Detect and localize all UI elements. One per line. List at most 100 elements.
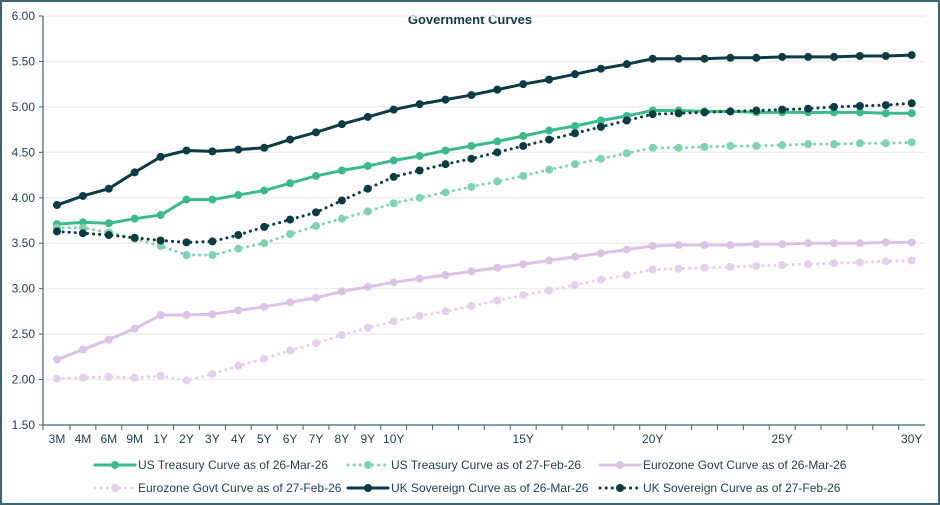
data-point (622, 60, 631, 69)
data-point (156, 236, 165, 245)
y-tick-label: 4.50 (12, 145, 36, 159)
data-point (907, 138, 916, 147)
data-point (493, 177, 502, 186)
data-point (312, 208, 320, 217)
data-point (389, 172, 398, 181)
data-point (493, 263, 502, 272)
data-point (53, 227, 61, 236)
data-point (778, 141, 787, 150)
series-line (55, 53, 914, 207)
series-3 (53, 256, 916, 385)
data-point (545, 135, 554, 144)
data-point (182, 238, 191, 247)
data-point (855, 108, 864, 117)
data-point (881, 101, 890, 110)
x-tick-label: 6Y (283, 432, 298, 446)
legend-item: Eurozone Govt Curve as of 26-Mar-26 (598, 458, 847, 472)
data-point (234, 191, 243, 200)
data-point (260, 143, 269, 152)
data-point (467, 141, 476, 150)
series-1 (53, 138, 916, 260)
data-point (493, 85, 502, 94)
data-point (156, 371, 165, 380)
x-tick-label: 10Y (383, 432, 404, 446)
x-tick-label: 2Y (179, 432, 194, 446)
data-point (337, 166, 346, 175)
data-point (830, 102, 838, 111)
legend-marker (364, 461, 372, 469)
data-point (881, 238, 890, 247)
data-point (363, 184, 372, 193)
legend-label: Eurozone Govt Curve as of 26-Mar-26 (643, 458, 847, 472)
y-tick-label: 3.50 (12, 236, 36, 250)
series-line (55, 109, 914, 226)
data-point (260, 239, 269, 248)
data-point (415, 274, 424, 283)
data-point (415, 193, 424, 202)
data-point (286, 230, 295, 239)
data-point (752, 106, 761, 115)
data-point (778, 240, 787, 249)
data-point (726, 107, 735, 116)
data-point (78, 373, 87, 382)
data-point (855, 139, 864, 148)
data-point (830, 140, 838, 149)
data-point (389, 156, 398, 165)
data-point (648, 54, 657, 63)
x-tick-label: 4Y (231, 432, 246, 446)
y-tick-label: 5.00 (12, 100, 36, 114)
data-point (726, 262, 735, 271)
data-point (208, 147, 217, 156)
data-point (622, 271, 631, 280)
data-point (286, 179, 295, 188)
x-tick-label: 6M (100, 432, 117, 446)
data-point (804, 52, 813, 61)
data-point (415, 166, 424, 175)
data-point (700, 263, 709, 272)
data-point (648, 241, 657, 250)
legend-label: UK Sovereign Curve as of 27-Feb-26 (643, 481, 841, 495)
data-point (674, 264, 683, 273)
legend-item: UK Sovereign Curve as of 26-Mar-26 (346, 481, 589, 495)
data-point (208, 310, 217, 319)
data-point (208, 195, 217, 204)
data-point (752, 53, 761, 62)
data-point (312, 171, 320, 180)
data-point (130, 324, 139, 333)
series-0 (53, 106, 916, 229)
data-point (519, 291, 528, 300)
data-point (519, 171, 528, 180)
data-point (571, 160, 579, 169)
y-tick-label: 5.50 (12, 54, 36, 68)
data-point (881, 51, 890, 60)
data-point (752, 240, 761, 249)
series-2 (53, 238, 916, 364)
data-point (674, 109, 683, 118)
data-point (286, 135, 295, 144)
legend-item: UK Sovereign Curve as of 27-Feb-26 (598, 481, 841, 495)
legend-item: US Treasury Curve as of 27-Feb-26 (346, 458, 581, 472)
data-point (208, 251, 217, 260)
y-tick-label: 3.00 (12, 282, 36, 296)
data-point (674, 143, 683, 152)
data-point (363, 323, 372, 332)
data-point (389, 105, 398, 114)
data-point (130, 214, 139, 223)
data-point (312, 128, 320, 137)
data-point (104, 335, 113, 344)
data-point (441, 146, 450, 155)
data-point (234, 244, 243, 253)
data-point (596, 122, 605, 131)
data-point (234, 145, 243, 154)
series-line (55, 140, 914, 257)
legend-item: Eurozone Govt Curve as of 27-Feb-26 (93, 481, 342, 495)
data-point (156, 211, 165, 220)
data-point (752, 261, 761, 270)
data-point (286, 298, 295, 307)
data-point (234, 361, 243, 370)
data-point (337, 196, 346, 205)
data-point (337, 214, 346, 223)
data-point (907, 99, 916, 108)
data-point (208, 370, 217, 379)
